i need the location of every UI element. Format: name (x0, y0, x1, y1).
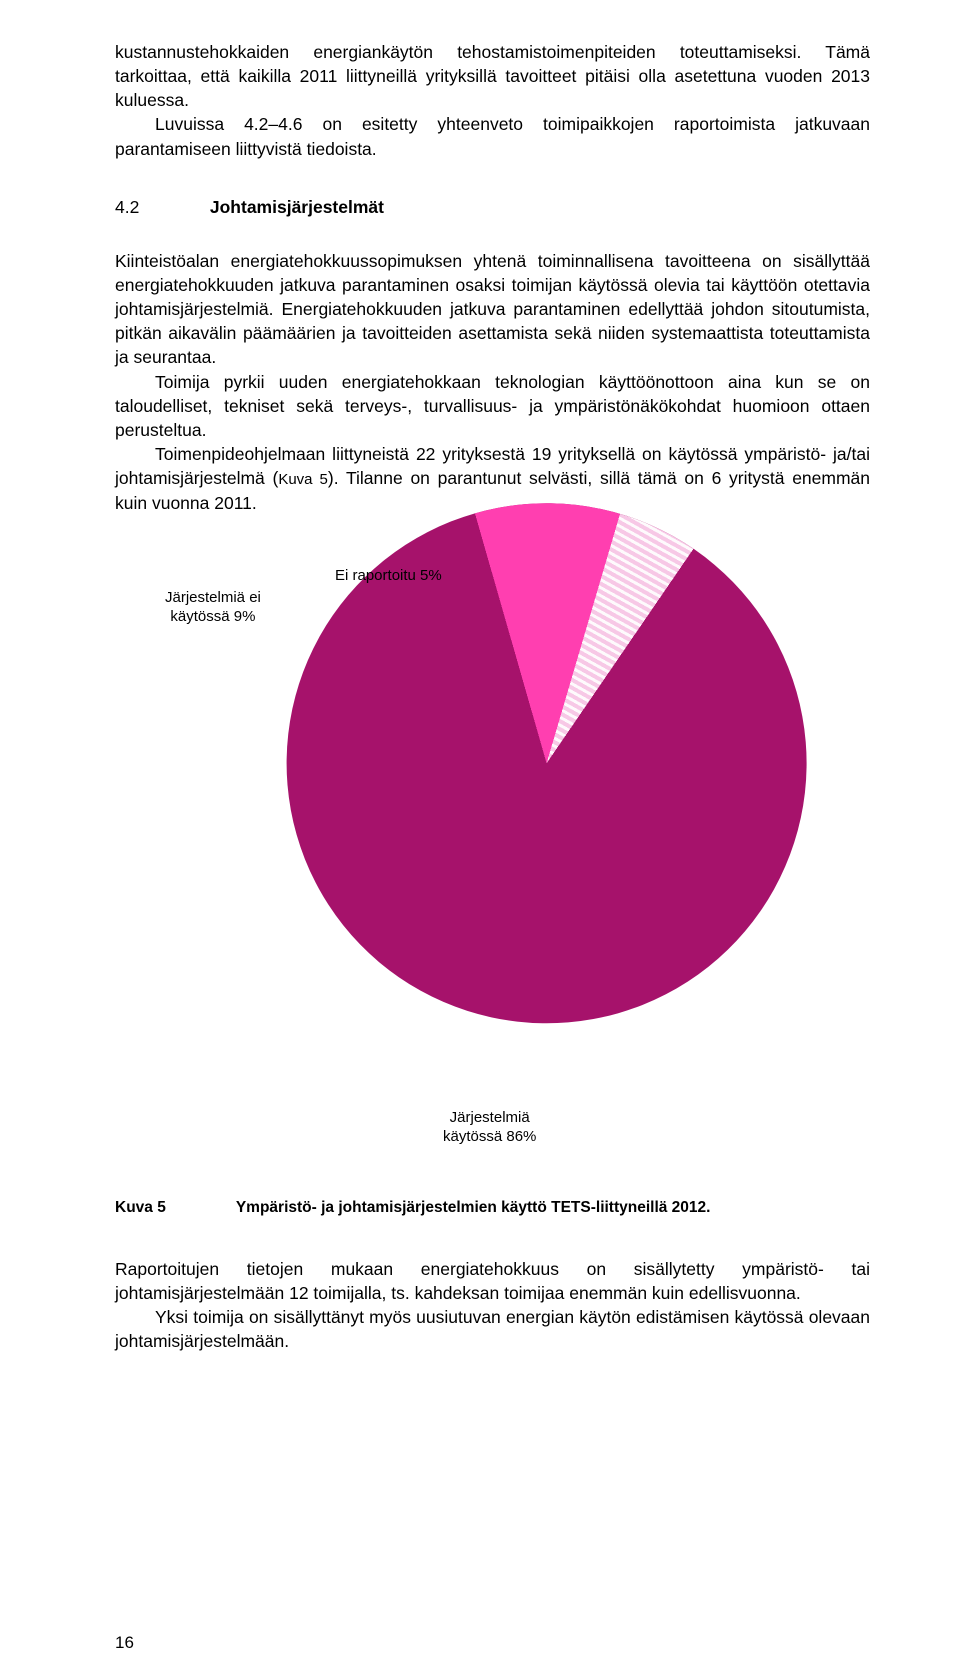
section-heading: 4.2 Johtamisjärjestelmät (115, 195, 870, 219)
paragraph-2: Kiinteistöalan energiatehokkuussopimukse… (115, 249, 870, 370)
figure-caption: Kuva 5 Ympäristö- ja johtamisjärjestelmi… (115, 1199, 870, 1217)
section-number: 4.2 (115, 195, 205, 219)
pie-label-2: Ei raportoitu 5% (335, 567, 442, 586)
figure-ref: Kuva 5 (278, 471, 328, 488)
paragraph-6: Yksi toimija on sisällyttänyt myös uusiu… (115, 1305, 870, 1353)
page-number: 16 (115, 1633, 134, 1653)
paragraph-5: Raportoitujen tietojen mukaan energiateh… (115, 1257, 870, 1305)
paragraph-intro-b: Luvuissa 4.2–4.6 on esitetty yhteenveto … (115, 112, 870, 160)
pie-label-1: Järjestelmiä ei käytössä 9% (165, 589, 261, 627)
section-title: Johtamisjärjestelmät (210, 197, 384, 217)
caption-text: Ympäristö- ja johtamisjärjestelmien käyt… (236, 1199, 711, 1217)
paragraph-intro-a: kustannustehokkaiden energiankäytön teho… (115, 40, 870, 112)
paragraph-4: Toimenpideohjelmaan liittyneistä 22 yrit… (115, 442, 870, 515)
pie-chart: Järjestelmiä ei käytössä 9% Ei raportoit… (165, 585, 805, 1115)
pie-slice-2 (225, 442, 868, 1085)
caption-key: Kuva 5 (115, 1199, 166, 1217)
pie-label-3: Järjestelmiä käytössä 86% (443, 1109, 536, 1147)
paragraph-3: Toimija pyrkii uuden energiatehokkaan te… (115, 370, 870, 442)
